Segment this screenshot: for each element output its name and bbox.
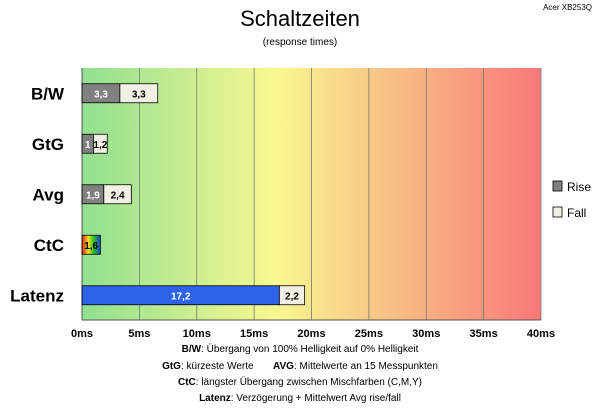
category-label: B/W [31, 84, 65, 103]
footnote-gtg-avg: GtG: kürzeste Werte AVG: Mittelwerte an … [0, 361, 600, 372]
chart-subtitle: (response times) [262, 37, 338, 48]
footnote-ctc: CtC: längster Übergang zwischen Mischfar… [0, 377, 600, 388]
legend-label: Fall [567, 206, 586, 220]
footnote-bw-text: : Übergang von 100% Helligkeit auf 0% He… [201, 344, 419, 355]
footnote-latenz-text: : Verzögerung + Mittelwert Avg rise/fall [230, 393, 401, 404]
bar-fall [119, 83, 159, 104]
footnote-ctc-text: : längster Übergang zwischen Mischfarben… [195, 377, 422, 388]
footnote-latenz: Latenz: Verzögerung + Mittelwert Avg ris… [0, 393, 600, 404]
footnote-bw: B/W: Übergang von 100% Helligkeit auf 0%… [0, 344, 600, 355]
data-label-fall: 2,4 [111, 190, 125, 201]
x-tick-label: 30ms [412, 328, 440, 340]
footnote-ctc-key: CtC [178, 377, 196, 388]
footnote-gtg-key: GtG [162, 361, 181, 372]
monitor-model-label: Acer XB253Q [543, 3, 592, 12]
bar-fall [93, 133, 108, 154]
data-label-rise: 1,9 [86, 190, 100, 201]
category-label: CtC [34, 236, 64, 255]
data-label-rise: 17,2 [171, 291, 191, 302]
x-tick-label: 20ms [297, 328, 325, 340]
footnote-avg-text: : Mittelwerte an 15 Messpunkten [293, 361, 438, 372]
footnote-gtg-text: : kürzeste Werte [180, 361, 254, 372]
footnote-avg-key: AVG [273, 361, 294, 372]
x-tick-label: 5ms [128, 328, 150, 340]
x-tick-label: 40ms [527, 328, 555, 340]
category-label: GtG [32, 135, 64, 154]
legend-label: Rise [567, 180, 591, 194]
x-tick-label: 0ms [71, 328, 93, 340]
legend-swatch [552, 180, 563, 192]
bar-fall [278, 285, 306, 306]
chart-title: Schaltzeiten [240, 6, 360, 31]
data-label-fall: 3,3 [132, 89, 146, 100]
category-label: Avg [33, 185, 65, 204]
footnote-latenz-key: Latenz [199, 393, 231, 404]
data-label-rise: 3,3 [94, 89, 108, 100]
data-label-fall: 2,2 [285, 291, 299, 302]
x-tick-label: 35ms [470, 328, 498, 340]
x-tick-label: 10ms [183, 328, 211, 340]
bar-fall [103, 184, 132, 205]
footnote-bw-key: B/W [181, 344, 202, 355]
category-label: Latenz [10, 286, 64, 305]
data-label-rise: 1,6 [84, 241, 98, 252]
x-tick-label: 15ms [240, 328, 268, 340]
data-label-fall: 1,2 [93, 140, 107, 151]
x-tick-label: 25ms [355, 328, 383, 340]
legend-swatch [552, 206, 563, 218]
bar-rise [81, 234, 101, 255]
data-label-rise: 1 [85, 140, 91, 151]
